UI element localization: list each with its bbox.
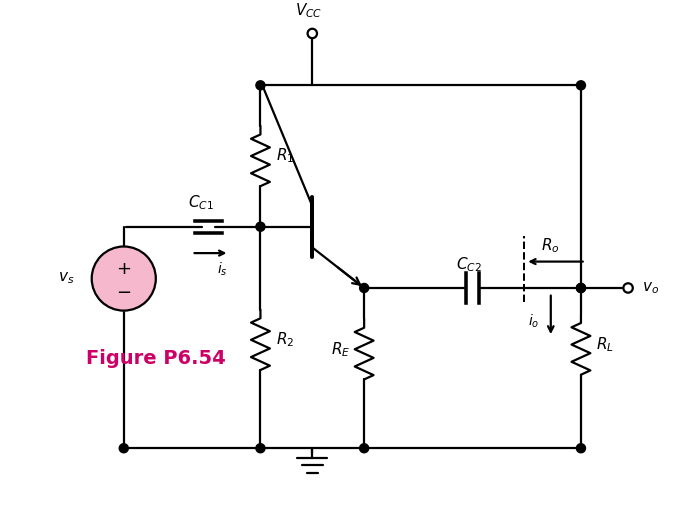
Text: $R_L$: $R_L$ (596, 335, 614, 354)
Text: $v_o$: $v_o$ (642, 280, 659, 296)
Circle shape (256, 444, 265, 453)
Text: $i_s$: $i_s$ (218, 261, 228, 278)
Text: $-$: $-$ (116, 282, 132, 300)
Text: $R_o$: $R_o$ (541, 236, 560, 255)
Text: $C_{C2}$: $C_{C2}$ (456, 255, 482, 274)
Text: $V_{CC}$: $V_{CC}$ (295, 2, 322, 20)
Text: $R_E$: $R_E$ (330, 340, 350, 359)
Text: Figure P6.54: Figure P6.54 (86, 349, 226, 368)
Circle shape (576, 283, 585, 293)
Text: $C_{C1}$: $C_{C1}$ (188, 194, 214, 212)
Text: $R_2$: $R_2$ (276, 330, 294, 349)
Text: $i_o$: $i_o$ (528, 312, 540, 330)
Circle shape (576, 283, 585, 293)
Circle shape (92, 247, 156, 311)
Circle shape (256, 222, 265, 231)
Text: +: + (116, 260, 132, 278)
Circle shape (307, 29, 317, 38)
Text: $R_1$: $R_1$ (276, 147, 294, 165)
Circle shape (624, 283, 633, 293)
Circle shape (360, 444, 369, 453)
Text: $v_s$: $v_s$ (58, 271, 75, 286)
Circle shape (576, 81, 585, 90)
Circle shape (119, 444, 128, 453)
Circle shape (360, 283, 369, 293)
Circle shape (576, 444, 585, 453)
Circle shape (256, 81, 265, 90)
